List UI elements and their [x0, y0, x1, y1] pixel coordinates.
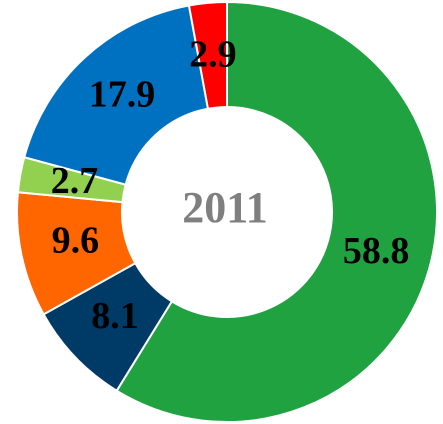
- data-label: 8.1: [91, 295, 139, 337]
- slices: [16, 0, 438, 423]
- data-label: 58.8: [343, 230, 410, 272]
- data-label: 17.9: [89, 74, 156, 116]
- labels: 58.8 8.1 9.6 2.7 17.9 2.9: [51, 33, 410, 337]
- data-label: 2.9: [189, 33, 237, 75]
- center-label: 2011: [182, 183, 268, 232]
- slice: [23, 4, 210, 186]
- slice: [187, 0, 228, 110]
- data-label: 9.6: [52, 220, 100, 262]
- slice: [115, 0, 438, 423]
- data-label: 2.7: [51, 160, 99, 202]
